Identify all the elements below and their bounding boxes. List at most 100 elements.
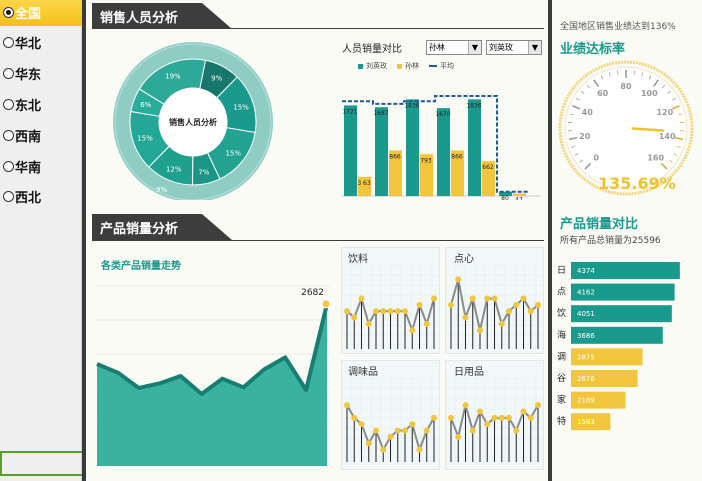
compare-value-label: 1583: [577, 418, 595, 426]
gauge-tick: [671, 105, 680, 110]
small-point: [394, 308, 401, 315]
small-point: [402, 308, 408, 315]
small-point: [423, 320, 430, 327]
small-line-chart: [445, 265, 544, 351]
compare-category-label: 日: [557, 265, 566, 276]
achievement-text: 全国地区销售业绩达到136%: [560, 22, 676, 32]
gauge-tick-label: 160: [647, 154, 664, 163]
legend-label: 平均: [440, 62, 454, 70]
person-select-b[interactable]: 刘英玫 ▼: [486, 40, 542, 55]
gauge-tick: [673, 153, 678, 156]
compare-value-label: 3686: [577, 332, 595, 340]
small-point: [431, 414, 437, 421]
bar-series-a: [437, 108, 450, 196]
bar-series-b: [482, 161, 495, 196]
person-select-a[interactable]: 孙林 ▼: [426, 40, 482, 55]
gauge-tick: [633, 70, 635, 75]
compare-value-label: 2676: [577, 375, 595, 383]
donut-slice-label: 15%: [233, 103, 249, 111]
gauge-needle: [631, 127, 664, 132]
small-point: [484, 295, 491, 302]
gauge-rim: [558, 60, 694, 196]
bar-series-a: [406, 99, 419, 196]
gauge-tick: [669, 159, 673, 163]
radio-icon[interactable]: [3, 6, 14, 18]
compare-category-label: 调: [557, 351, 566, 362]
region-label: 西南: [15, 129, 42, 145]
compare-bar: [571, 283, 675, 301]
gauge-tick-label: 0: [594, 154, 600, 163]
trend-line: [96, 303, 329, 396]
legend-swatch: [358, 63, 363, 69]
product-compare-chart: 日 4374 点 4162 饮 4051 海 3686 调 2875 谷 2676 家 2189 特 1583: [557, 262, 680, 431]
compare-category-label: 特: [557, 415, 566, 427]
region-item[interactable]: 华北: [0, 29, 82, 57]
legend-swatch: [397, 63, 402, 69]
trend-max-point: [321, 299, 331, 309]
small-point: [365, 320, 372, 327]
sales-section-title: 销售人员分析: [100, 10, 179, 26]
donut-slice-label: 15%: [137, 135, 153, 143]
small-point: [351, 414, 358, 421]
region-item[interactable]: 西北: [0, 183, 82, 211]
region-label: 西北: [15, 191, 42, 207]
gauge-value: 135.69%: [598, 174, 676, 193]
region-item[interactable]: 西南: [0, 121, 82, 149]
small-chart-title: 点心: [454, 254, 474, 265]
small-point: [394, 427, 401, 434]
region-item[interactable]: 全国: [0, 0, 82, 26]
radio-icon[interactable]: [3, 129, 14, 141]
sales-donut-chart: 9% 15% 15% 7% 12% 15% 6% 19% 销售人员分析 9%: [113, 42, 273, 200]
small-point: [469, 427, 476, 434]
small-line-chart: [341, 378, 440, 464]
gauge-tick: [584, 162, 592, 170]
radio-icon[interactable]: [3, 160, 14, 172]
gauge-tick: [648, 75, 652, 80]
donut-center-label: 销售人员分析: [169, 117, 217, 127]
compare-category-label: 饮: [557, 307, 566, 319]
compare-subtitle: 所有产品总销量为25596: [560, 236, 661, 246]
compare-category-label: 谷: [557, 373, 566, 384]
bar-series-a: [344, 105, 357, 196]
gauge-tick: [571, 145, 576, 148]
donut-slice-label: 12%: [166, 166, 182, 174]
bar-series-b: [420, 154, 433, 196]
small-point: [351, 314, 358, 321]
gauge-tick: [674, 136, 684, 141]
gauge-tick: [569, 113, 574, 116]
gauge-tick: [574, 153, 579, 156]
bar-value-label: 866: [451, 153, 463, 160]
small-point: [498, 320, 505, 327]
gauge-tick-label: 60: [597, 89, 609, 98]
region-label: 全国: [15, 6, 42, 22]
radio-icon[interactable]: [3, 98, 14, 110]
bar-value-label: 1670: [435, 111, 450, 118]
region-item[interactable]: 华南: [0, 152, 82, 180]
small-point: [455, 276, 462, 283]
region-label: 华南: [15, 160, 42, 176]
radio-icon[interactable]: [3, 37, 14, 49]
gauge-tick-label: 40: [582, 108, 594, 117]
selected-cell[interactable]: [0, 451, 85, 476]
chevron-down-icon: ▼: [468, 41, 481, 54]
compare-bar: [571, 326, 663, 344]
gauge-tick: [617, 70, 619, 75]
small-point: [409, 327, 416, 334]
bar-series-a: [468, 99, 481, 196]
compare-value-label: 2189: [577, 397, 595, 405]
product-section-header: 产品销量分析: [92, 214, 232, 240]
bar-series-a: [375, 107, 388, 196]
radio-icon[interactable]: [3, 68, 14, 80]
radio-icon[interactable]: [3, 191, 14, 203]
legend-item-a: 刘英玫: [358, 61, 387, 71]
donut-outer-ring-edge: [114, 43, 272, 200]
bar-value-label: 1687: [373, 110, 388, 117]
person-compare-title: 人员销量对比: [342, 44, 402, 55]
small-point: [373, 308, 379, 315]
region-item[interactable]: 华东: [0, 60, 82, 88]
small-point: [477, 408, 483, 415]
region-label: 东北: [15, 98, 42, 114]
region-item[interactable]: 东北: [0, 90, 82, 118]
gauge-tick: [641, 72, 644, 77]
gauge-title: 业绩达标率: [560, 42, 626, 57]
